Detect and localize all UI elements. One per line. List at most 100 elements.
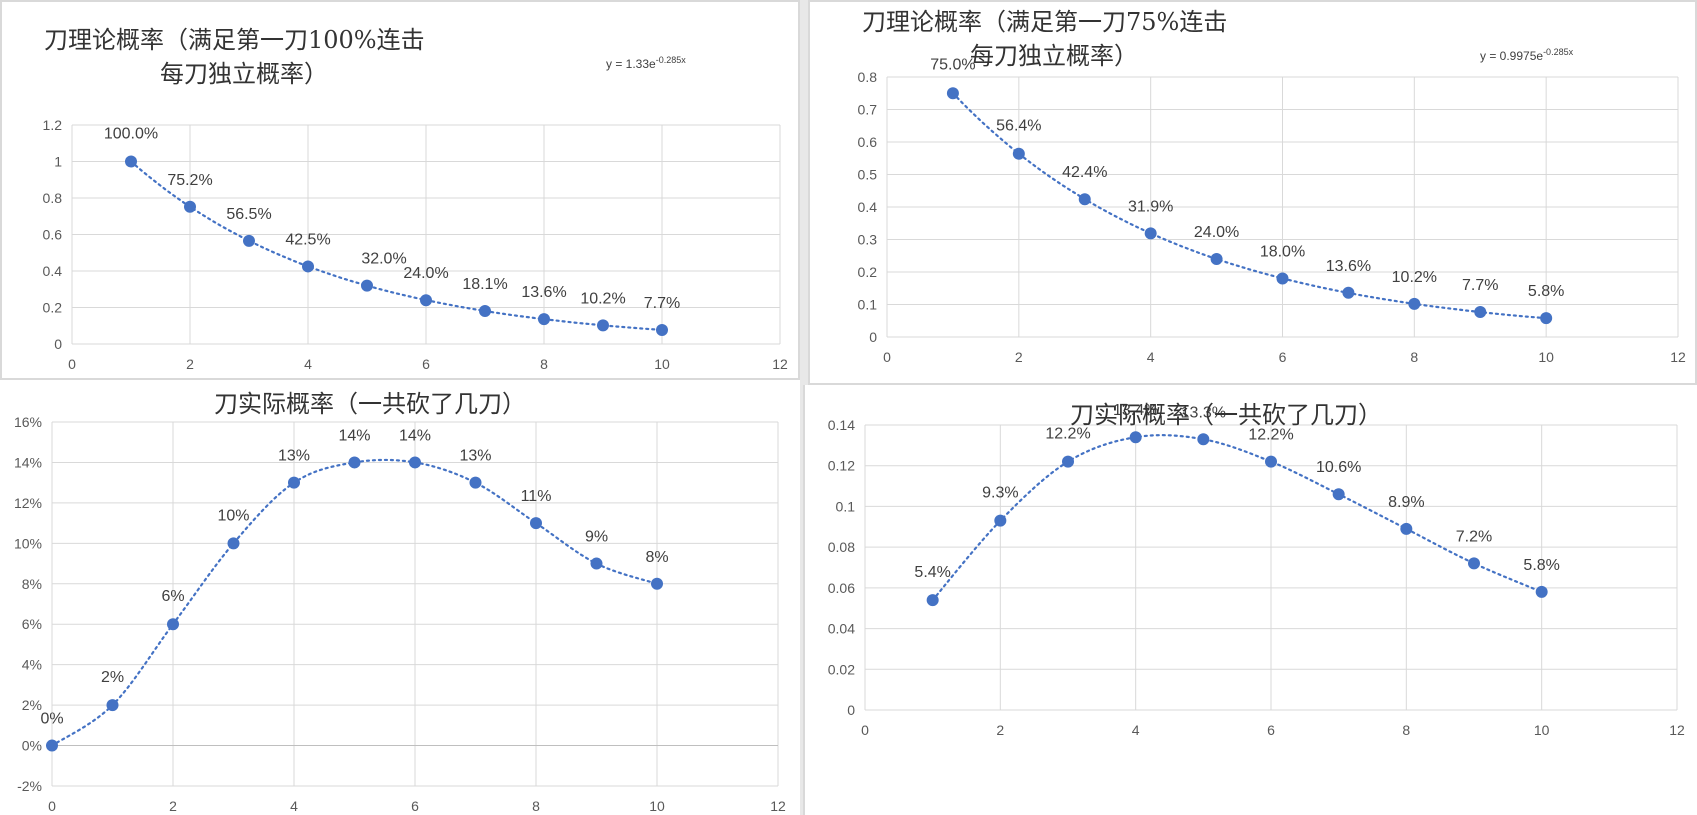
data-point: [469, 476, 482, 489]
data-label: 18.1%: [462, 276, 507, 293]
x-tick-label: 0: [861, 722, 869, 738]
x-tick-label: 10: [1538, 349, 1554, 365]
data-label: 13.4%: [1113, 402, 1158, 419]
x-tick-label: 2: [186, 356, 194, 372]
trendline-equation-exponent: -0.285x: [656, 55, 687, 65]
data-labels: 0% 2% 6% 10% 13% 14% 14% 13% 11% 9% 8%: [40, 427, 668, 727]
y-tick-label: 0.4: [858, 199, 878, 215]
trendline-curve: [931, 434, 1543, 602]
y-tick-label: 0%: [22, 738, 42, 754]
data-label: 7.2%: [1456, 528, 1492, 545]
data-point: [302, 260, 314, 273]
data-point: [530, 517, 542, 530]
data-point: [1408, 297, 1421, 310]
data-point: [1197, 433, 1210, 446]
data-point: [1012, 147, 1025, 160]
y-tick-label: 0.7: [858, 102, 878, 118]
data-point: [1129, 431, 1142, 444]
data-point: [1062, 455, 1074, 468]
data-label: 13%: [459, 448, 491, 465]
data-point: [926, 594, 939, 607]
y-tick-label: 14%: [14, 454, 42, 470]
data-label: 10.2%: [580, 290, 625, 307]
data-label: 7.7%: [1462, 277, 1498, 294]
data-label: 8.9%: [1388, 494, 1424, 511]
y-tick-label: 0.08: [828, 539, 855, 555]
trendline-equation: y = 1.33e-0.285x: [606, 55, 686, 71]
data-label: 5.8%: [1528, 283, 1564, 300]
gridlines: [71, 124, 781, 345]
data-label: 6%: [161, 588, 184, 605]
y-tick-label: 0.6: [43, 227, 63, 243]
chart-title: 刀实际概率（一共砍了几刀）: [214, 390, 526, 418]
data-label: 75.0%: [930, 56, 975, 73]
chart-panel-actual-right: 0 0.02 0.04 0.06 0.08 0.1 0.12 0.14 0 2 4 6 8 10 12 5.…: [803, 385, 1697, 815]
data-label: 18.0%: [1260, 244, 1305, 261]
y-tick-label: 0.3: [858, 232, 878, 248]
data-label: 13%: [278, 448, 310, 465]
data-point: [1332, 488, 1345, 501]
y-tick-label: 1: [54, 154, 62, 170]
x-tick-label: 6: [1267, 722, 1275, 738]
x-tick-label: 4: [1147, 349, 1155, 365]
data-point: [1535, 585, 1548, 598]
data-point: [1474, 305, 1487, 318]
data-label: 56.5%: [226, 206, 271, 223]
data-labels: 100.0% 75.2% 56.5% 42.5% 32.0%24.0% 18.1% 13.6…: [104, 126, 680, 312]
y-tick-label: 4%: [22, 657, 42, 673]
data-point: [994, 514, 1007, 527]
x-tick-label: 4: [290, 798, 298, 814]
data-points: [946, 87, 1553, 325]
data-label: 10.6%: [1316, 459, 1361, 476]
data-labels: 75.0% 56.4% 42.4% 31.9% 24.0% 18.0% 13.6% 10.2%…: [930, 56, 1564, 300]
data-point: [409, 456, 421, 469]
data-points: [46, 456, 663, 752]
data-label: 24.0%: [1194, 224, 1239, 241]
axis-ticks: 0 0.02 0.04 0.06 0.08 0.1 0.12 0.14 0 2 4 6 8 10 12: [828, 417, 1685, 738]
y-tick-label: -2%: [17, 778, 42, 794]
data-label: 24.0%: [403, 265, 448, 282]
y-tick-label: 0.12: [828, 458, 855, 474]
x-tick-label: 12: [1670, 349, 1686, 365]
y-tick-label: 0.8: [858, 69, 878, 85]
data-label: 12.2%: [1248, 427, 1293, 444]
y-tick-label: 0.2: [43, 300, 63, 316]
data-point: [656, 323, 668, 336]
x-tick-label: 10: [649, 798, 665, 814]
data-label: 5.8%: [1523, 557, 1559, 574]
data-label: 0%: [40, 711, 63, 728]
y-tick-label: 0.4: [43, 263, 63, 279]
x-tick-label: 8: [532, 798, 540, 814]
y-tick-label: 0.02: [828, 661, 855, 677]
data-point: [243, 234, 255, 247]
chart-title: 刀实际概率（一共砍了几刀）: [1070, 401, 1382, 429]
data-point: [1144, 227, 1157, 240]
data-point: [1078, 193, 1091, 206]
data-label: 10%: [217, 507, 249, 524]
x-tick-label: 0: [883, 349, 891, 365]
data-points: [926, 431, 1548, 607]
data-label: 42.4%: [1062, 164, 1107, 181]
y-tick-label: 0: [869, 329, 877, 345]
chart-title-line-2: 每刀独立概率）: [970, 42, 1138, 70]
x-tick-label: 10: [1534, 722, 1550, 738]
y-tick-label: 2%: [22, 697, 42, 713]
data-point: [538, 313, 550, 326]
axis-ticks: 0 0.2 0.4 0.6 0.8 1 1.2 0 2 4 6 8 10 12: [43, 117, 788, 372]
data-label: 42.5%: [285, 231, 330, 248]
x-tick-label: 6: [422, 356, 430, 372]
data-label: 12.2%: [1045, 426, 1090, 443]
data-label: 9%: [585, 529, 608, 546]
x-tick-label: 2: [169, 798, 177, 814]
data-point: [125, 155, 137, 168]
data-point: [590, 557, 603, 570]
y-tick-label: 0.6: [858, 134, 878, 150]
data-point: [288, 476, 300, 489]
trendline: [931, 434, 1543, 602]
chart-theory-100: 0 0.2 0.4 0.6 0.8 1 1.2 0 2 4 6 8 10 12 100.0% 75.2% 56…: [43, 26, 788, 372]
data-label: 13.6%: [521, 284, 566, 301]
y-tick-label: 0.2: [858, 264, 878, 280]
axis-ticks: -2%0%2%4%6%8%10%12%14%16%0 2 4 6 8 10 12: [14, 414, 786, 814]
y-tick-label: 0: [54, 336, 62, 352]
data-point: [106, 699, 119, 712]
